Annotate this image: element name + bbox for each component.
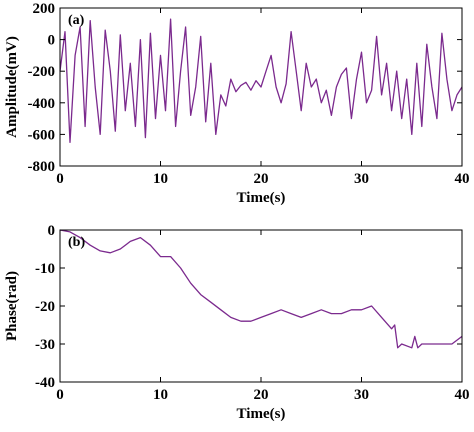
x-axis-title: Time(s)	[237, 406, 286, 422]
y-tick-label: 200	[33, 1, 56, 17]
x-tick-label: 30	[354, 171, 369, 187]
y-tick-label: 0	[48, 223, 56, 239]
plot-area-frame	[59, 229, 463, 383]
y-tick-label: -600	[28, 127, 56, 143]
y-axis-title: Phase(rad)	[4, 271, 20, 341]
x-tick-label: 0	[56, 387, 64, 403]
y-tick-label: -800	[28, 159, 56, 175]
x-tick-label: 20	[254, 171, 269, 187]
y-tick-label: -400	[28, 96, 56, 112]
x-tick-label: 40	[455, 387, 470, 403]
y-tick-label: -10	[35, 261, 55, 277]
series-line	[59, 18, 463, 143]
x-tick-label: 0	[56, 171, 64, 187]
y-axis-title: Amplitude(mV)	[4, 36, 20, 138]
x-tick-label: 20	[254, 387, 269, 403]
y-tick-label: -40	[35, 375, 55, 391]
x-tick-label: 10	[153, 387, 168, 403]
panel-a: 0 10 20 30 40 200 0 -200 -400 -600 -800 Time(s) Ampl…	[4, 1, 470, 206]
series-line	[59, 229, 463, 349]
y-tick-label: -200	[28, 64, 56, 80]
x-tick-label: 30	[354, 387, 369, 403]
x-tick-label: 40	[455, 171, 470, 187]
y-tick-label: -30	[35, 337, 55, 353]
panel-b: 0 10 20 30 40 0 -10 -20 -30 -40 Time(s) Phase(rad) (…	[4, 223, 470, 422]
panel-label: (a)	[68, 13, 85, 28]
x-axis-title: Time(s)	[237, 190, 286, 206]
y-tick-label: 0	[48, 33, 56, 49]
x-tick-label: 10	[153, 171, 168, 187]
y-tick-label: -20	[35, 299, 55, 315]
panel-label: (b)	[68, 235, 85, 250]
